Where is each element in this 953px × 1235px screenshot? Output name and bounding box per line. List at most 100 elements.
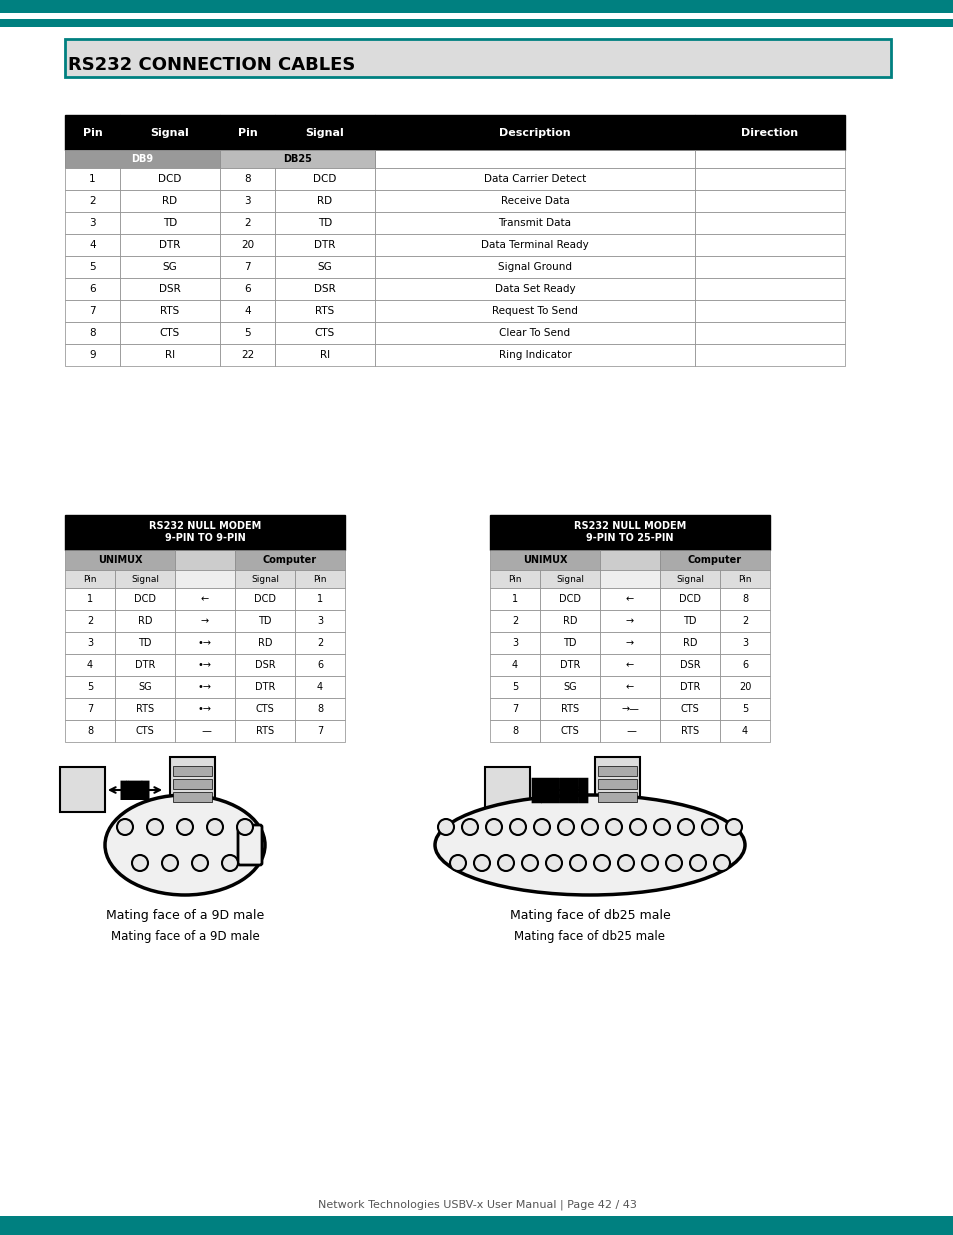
Bar [294, 720, 345, 742]
Text: 20: 20 [241, 240, 253, 249]
Text: Data Carrier Detect: Data Carrier Detect [483, 174, 585, 184]
Text: RD: RD [562, 616, 577, 626]
Circle shape [207, 819, 223, 835]
Text: Pin: Pin [83, 574, 96, 583]
Bar [599, 676, 659, 698]
Text: 7: 7 [512, 704, 517, 714]
Bar [0, 19, 953, 27]
Circle shape [147, 819, 163, 835]
Circle shape [510, 819, 525, 835]
Text: 3: 3 [244, 196, 251, 206]
Text: DSR: DSR [254, 659, 275, 671]
Bar [65, 149, 120, 168]
Circle shape [497, 855, 514, 871]
Bar [490, 588, 539, 610]
Bar [720, 676, 769, 698]
Bar [65, 190, 120, 212]
Bar [65, 720, 115, 742]
Text: 7: 7 [316, 726, 323, 736]
Text: 1: 1 [87, 594, 93, 604]
Text: 9: 9 [89, 350, 95, 359]
Text: 3: 3 [89, 219, 95, 228]
Bar [115, 720, 174, 742]
Bar [720, 720, 769, 742]
Bar [220, 190, 274, 212]
Text: 4: 4 [87, 659, 93, 671]
Bar [234, 550, 345, 571]
Text: •→: •→ [198, 704, 212, 714]
Bar [120, 115, 220, 149]
Text: ←: ← [625, 659, 634, 671]
Circle shape [461, 819, 477, 835]
Bar [174, 571, 234, 588]
Text: DTR: DTR [254, 682, 274, 692]
Bar [220, 149, 375, 168]
Bar [294, 632, 345, 655]
Bar [294, 588, 345, 610]
Bar [274, 233, 375, 256]
Bar [695, 212, 844, 233]
Bar [598, 766, 637, 776]
Text: 3: 3 [87, 638, 93, 648]
Bar [595, 757, 639, 811]
Text: 5: 5 [512, 682, 517, 692]
Bar [539, 632, 599, 655]
Text: DCD: DCD [679, 594, 700, 604]
Bar [695, 322, 844, 345]
Bar [120, 190, 220, 212]
Bar [120, 278, 220, 300]
Text: DCD: DCD [558, 594, 580, 604]
Text: ←: ← [201, 594, 209, 604]
Bar [659, 632, 720, 655]
Text: Receive Data: Receive Data [500, 196, 569, 206]
Text: 4: 4 [741, 726, 747, 736]
Text: DTR: DTR [314, 240, 335, 249]
Bar [490, 610, 539, 632]
Bar [65, 212, 120, 233]
Text: Clear To Send: Clear To Send [499, 329, 570, 338]
Bar [234, 698, 294, 720]
Bar [65, 115, 120, 149]
Bar [174, 655, 234, 676]
Text: Signal: Signal [305, 127, 344, 137]
Text: 5: 5 [741, 704, 747, 714]
Text: CTS: CTS [314, 329, 335, 338]
Bar [274, 190, 375, 212]
Bar [220, 233, 274, 256]
Bar [598, 792, 637, 802]
Bar [375, 190, 695, 212]
Text: Signal: Signal [131, 574, 159, 583]
Bar [720, 588, 769, 610]
Text: Signal: Signal [151, 127, 190, 137]
Bar [539, 588, 599, 610]
Text: 6: 6 [316, 659, 323, 671]
Text: DTR: DTR [679, 682, 700, 692]
Text: RTS: RTS [680, 726, 699, 736]
Circle shape [521, 855, 537, 871]
Bar [60, 767, 105, 811]
Text: 4: 4 [316, 682, 323, 692]
Circle shape [450, 855, 465, 871]
Text: DTR: DTR [134, 659, 155, 671]
Circle shape [162, 855, 178, 871]
Bar [490, 515, 769, 550]
Circle shape [485, 819, 501, 835]
Circle shape [222, 855, 237, 871]
Bar [220, 168, 274, 190]
Bar [174, 588, 234, 610]
Text: Mating face of db25 male: Mating face of db25 male [514, 930, 665, 944]
Bar [659, 550, 769, 571]
Bar [720, 571, 769, 588]
Text: RD: RD [257, 638, 272, 648]
Bar [720, 698, 769, 720]
Bar [172, 779, 212, 789]
Text: TD: TD [562, 638, 577, 648]
Bar [490, 632, 539, 655]
Bar [720, 632, 769, 655]
Bar [294, 571, 345, 588]
Text: CTS: CTS [255, 704, 274, 714]
Bar [599, 655, 659, 676]
Bar [220, 300, 274, 322]
Bar [115, 588, 174, 610]
Circle shape [713, 855, 729, 871]
